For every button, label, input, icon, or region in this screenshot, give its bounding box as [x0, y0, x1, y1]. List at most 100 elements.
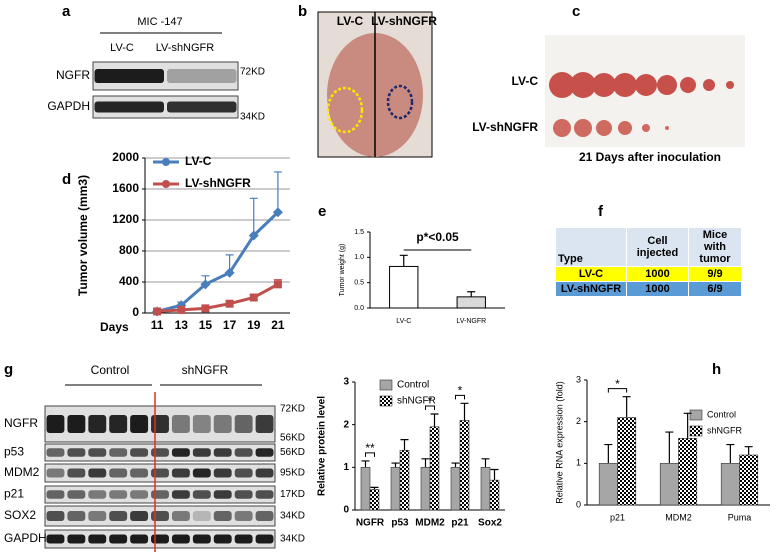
blot-band	[171, 448, 190, 457]
label: NGFR	[56, 68, 90, 82]
blot-band	[171, 468, 190, 478]
bar	[369, 489, 380, 511]
significance: *	[458, 384, 463, 398]
blot-band	[67, 448, 86, 457]
y-tick-label: 1	[576, 458, 581, 468]
blot-band	[46, 534, 65, 544]
blot-band	[109, 511, 128, 521]
x-tick-label: 17	[223, 318, 237, 332]
blot-band	[151, 534, 169, 544]
significance: **	[365, 441, 375, 455]
blot-band	[234, 448, 253, 457]
blot-band	[171, 490, 190, 499]
blot-band	[234, 490, 253, 499]
blot-band	[151, 448, 169, 457]
blot-band	[94, 101, 164, 113]
legend-label: shNGFR	[707, 425, 743, 435]
blot-band	[130, 511, 149, 521]
y-tick-label: 0.5	[354, 280, 364, 287]
blot-band	[192, 490, 211, 499]
label: MDM2	[4, 465, 40, 479]
panel-letter: g	[4, 361, 13, 378]
header-cell: Type	[555, 227, 627, 267]
blot-band	[151, 468, 169, 478]
blot-band	[171, 534, 190, 544]
blot-band	[255, 468, 274, 478]
bar	[420, 467, 431, 511]
label: 56KD	[280, 447, 305, 458]
marker	[224, 267, 235, 278]
blot-band	[88, 415, 107, 433]
tumor-outline	[326, 86, 364, 134]
y-tick-label: 0.0	[354, 305, 364, 312]
tumor	[553, 119, 571, 137]
panel-letter: h	[712, 361, 721, 378]
bar	[456, 296, 486, 309]
label: NGFR	[4, 416, 38, 430]
error-bar	[249, 197, 258, 236]
blot-band	[255, 511, 274, 521]
blot-band	[109, 448, 128, 457]
blot-band	[234, 511, 253, 521]
blot-band	[46, 511, 65, 521]
panel-letter: b	[298, 3, 307, 20]
tumor	[635, 74, 657, 96]
tumor	[703, 79, 715, 91]
y-tick-label: 1.0	[354, 254, 364, 261]
x-tick-label: MDM2	[415, 518, 445, 529]
error-bar	[481, 458, 490, 468]
blot-band	[167, 69, 237, 83]
y-axis-label: Relative RNA expression (fold)	[554, 381, 564, 504]
bar	[678, 438, 698, 506]
tumor	[592, 73, 616, 97]
marker	[177, 305, 186, 314]
error-bar	[744, 446, 753, 455]
blot-band	[109, 534, 128, 544]
significance-bracket	[425, 405, 435, 410]
blot-band	[213, 534, 232, 544]
blot-band	[234, 468, 253, 478]
marker	[272, 207, 283, 218]
y-tick-label: 1200	[112, 212, 139, 226]
x-tick-label: p53	[391, 518, 409, 529]
y-tick-label: 0	[576, 499, 581, 509]
x-tick-label: 21	[271, 318, 285, 332]
blot-band	[109, 490, 128, 499]
error-bar	[361, 460, 370, 468]
y-tick-label: 3	[343, 377, 349, 388]
blot-band	[255, 490, 274, 499]
bar	[659, 463, 679, 506]
blot-band	[213, 415, 232, 433]
tumor	[574, 119, 592, 137]
blot-band	[151, 490, 169, 499]
x-tick-label: p21	[610, 512, 625, 522]
label: GAPDH	[4, 531, 47, 545]
blot-band	[255, 534, 274, 544]
x-tick-label: 19	[247, 318, 261, 332]
bar	[459, 420, 470, 511]
blot-band	[88, 534, 107, 544]
x-axis-label: Days	[100, 320, 129, 334]
y-tick-label: 1.5	[354, 229, 364, 236]
bar	[480, 467, 491, 511]
legend-swatch	[689, 409, 703, 421]
tumor	[549, 72, 575, 98]
error-bar	[273, 171, 282, 213]
marker	[200, 279, 211, 290]
y-tick-label: 0	[132, 305, 139, 319]
panel-letter: c	[572, 3, 580, 20]
significance: *	[615, 377, 620, 391]
blot-band	[192, 534, 211, 544]
legend-marker	[162, 158, 170, 166]
label: 72KD	[240, 67, 265, 78]
blot-band	[67, 490, 86, 499]
significance-bracket	[455, 394, 465, 400]
blot-band	[94, 69, 164, 83]
y-tick-label: 800	[119, 243, 139, 257]
bar	[360, 467, 371, 511]
label: LV-shNGFR	[371, 14, 437, 28]
legend-label: LV-shNGFR	[185, 176, 251, 190]
y-tick-label: 2	[343, 419, 349, 430]
blot-band	[213, 448, 232, 457]
y-axis-label: Tumor weight (g)	[339, 244, 346, 297]
